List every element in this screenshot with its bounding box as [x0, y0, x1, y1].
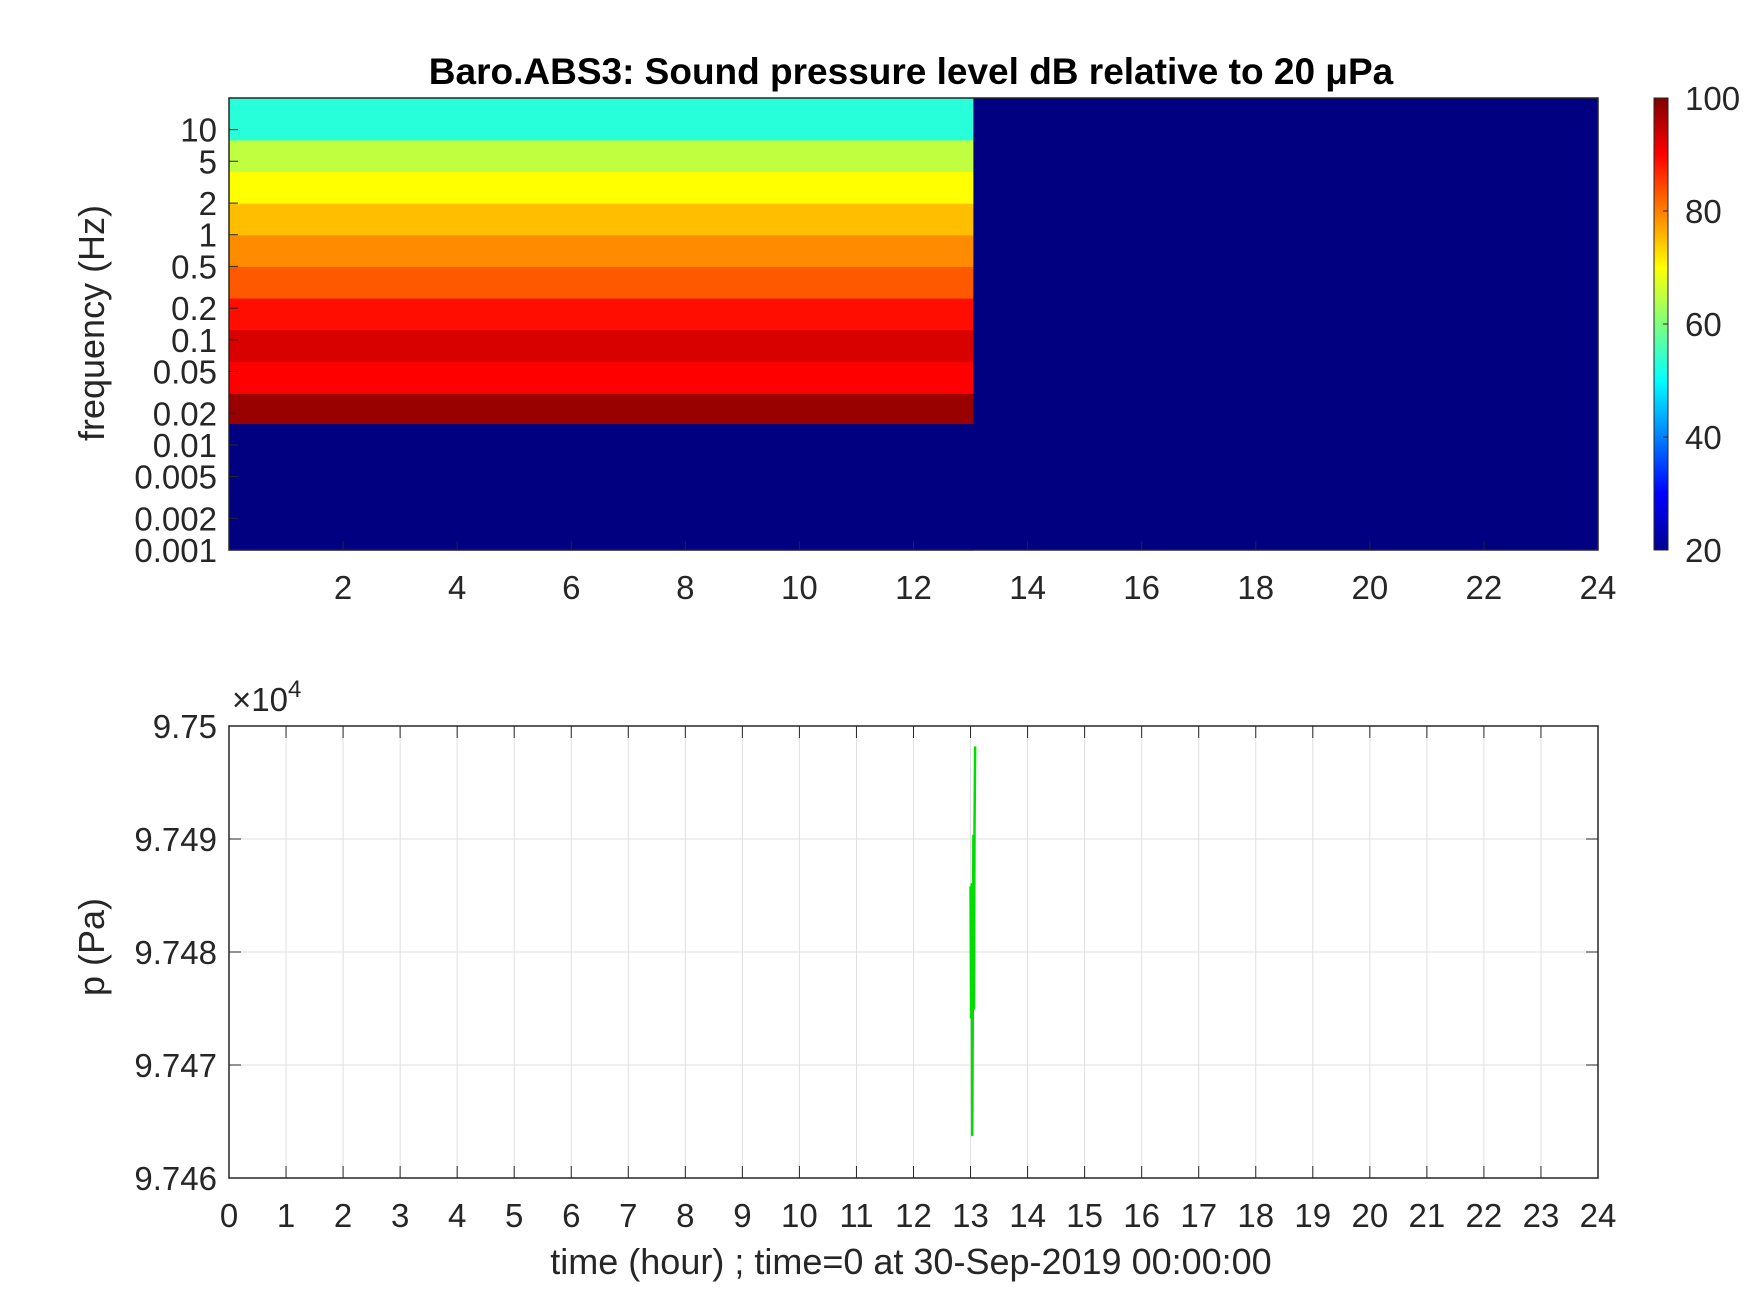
spectrogram-x-tick-label: 2 [334, 569, 352, 606]
pressure-x-tick-label: 24 [1580, 1197, 1617, 1234]
spectrogram-y-tick-label: 0.01 [153, 427, 217, 464]
pressure-ticks: 0 1 2 3 4 5 6 7 8 9 10 11 12 13 14 15 16 17 18 19 20 21 22 23 24… [134, 708, 1616, 1234]
pressure-y-tick-label: 9.75 [153, 708, 217, 745]
pressure-x-tick-label: 19 [1294, 1197, 1331, 1234]
pressure-x-tick-label: 15 [1066, 1197, 1103, 1234]
spectrogram-y-tick-label: 1 [199, 217, 217, 254]
spectrogram-x-tick-label: 24 [1580, 569, 1617, 606]
pressure-x-tick-label: 20 [1351, 1197, 1388, 1234]
spectrogram-x-tick-label: 4 [448, 569, 466, 606]
pressure-x-tick-label: 5 [505, 1197, 523, 1234]
spectrogram-x-tick-label: 18 [1237, 569, 1274, 606]
spectrogram-y-tick-label: 0.001 [134, 532, 217, 569]
pressure-y-tick-label: 9.749 [134, 821, 217, 858]
pressure-y-exponent-power: 4 [288, 676, 301, 703]
pressure-grid [228, 725, 1599, 1179]
spectrogram-x-tick-label: 10 [781, 569, 818, 606]
spectrogram-y-tick-label: 10 [180, 112, 217, 149]
pressure-x-tick-label: 16 [1123, 1197, 1160, 1234]
pressure-y-tick-label: 9.747 [134, 1047, 217, 1084]
pressure-y-exponent-base: ×10 [232, 681, 288, 718]
spectrogram-y-tick-label: 0.2 [171, 290, 217, 327]
spectrogram-y-tick-label: 0.1 [171, 322, 217, 359]
pressure-y-exponent: ×104 [232, 676, 301, 718]
spectrogram-x-tick-label: 16 [1123, 569, 1160, 606]
colorbar-tick-label: 60 [1685, 306, 1722, 343]
pressure-y-tick-label: 9.746 [134, 1160, 217, 1197]
pressure-x-tick-label: 12 [895, 1197, 932, 1234]
spectrogram-band [229, 234, 974, 267]
spectrogram-x-tick-label: 14 [1009, 569, 1046, 606]
colorbar-tick-label: 100 [1685, 80, 1740, 117]
colorbar-tick-label: 80 [1685, 193, 1722, 230]
pressure-x-tick-label: 23 [1523, 1197, 1560, 1234]
spectrogram-x-tick-label: 6 [562, 569, 580, 606]
spectrogram-cells [229, 98, 1598, 551]
pressure-y-tick-label: 9.748 [134, 934, 217, 971]
colorbar-tick-label: 20 [1685, 532, 1722, 569]
pressure-series [969, 746, 977, 1137]
pressure-panel: 0 1 2 3 4 5 6 7 8 9 10 11 12 13 14 15 16 17 18 19 20 21 22 23 24… [71, 676, 1616, 1282]
colorbar-tick-label: 40 [1685, 419, 1722, 456]
spectrogram-y-tick-label: 0.002 [134, 500, 217, 537]
spectrogram-band [229, 98, 974, 141]
spectrogram-title: Baro.ABS3: Sound pressure level dB relat… [429, 51, 1394, 92]
pressure-x-tick-label: 18 [1237, 1197, 1274, 1234]
pressure-x-tick-label: 1 [277, 1197, 295, 1234]
pressure-x-tick-label: 10 [781, 1197, 818, 1234]
spectrogram-y-tick-label: 0.02 [153, 395, 217, 432]
pressure-x-tick-label: 22 [1466, 1197, 1503, 1234]
spectrogram-band [229, 297, 974, 331]
spectrogram-x-ticks: 2 4 6 8 10 12 14 16 18 20 22 24 [334, 541, 1616, 606]
pressure-x-tick-label: 9 [733, 1197, 751, 1234]
colorbar-ticks: 20 40 60 80 100 [1663, 80, 1740, 569]
pressure-x-tick-label: 0 [220, 1197, 238, 1234]
spectrogram-y-tick-label: 0.005 [134, 459, 217, 496]
pressure-x-tick-label: 13 [952, 1197, 989, 1234]
spectrogram-x-tick-label: 12 [895, 569, 932, 606]
spectrogram-y-tick-label: 0.5 [171, 248, 217, 285]
spectrogram-band [229, 171, 974, 204]
spectrogram-x-tick-label: 22 [1466, 569, 1503, 606]
pressure-y-label: p (Pa) [71, 898, 112, 996]
spectrogram-x-tick-label: 8 [676, 569, 694, 606]
spectrogram-x-tick-label: 20 [1351, 569, 1388, 606]
pressure-x-tick-label: 8 [676, 1197, 694, 1234]
spectrogram-band [229, 423, 974, 551]
spectrogram-y-label: frequency (Hz) [71, 205, 112, 441]
spectrogram-y-tick-label: 2 [199, 185, 217, 222]
spectrogram-panel: Baro.ABS3: Sound pressure level dB relat… [71, 51, 1616, 606]
spectrogram-band [229, 361, 974, 394]
spectrogram-y-tick-label: 5 [199, 143, 217, 180]
spectrogram-band [229, 139, 974, 173]
pressure-x-tick-label: 2 [334, 1197, 352, 1234]
colorbar: 20 40 60 80 100 [1653, 80, 1740, 569]
pressure-x-tick-label: 21 [1409, 1197, 1446, 1234]
spectrogram-band [229, 266, 974, 299]
pressure-x-tick-label: 11 [839, 1197, 873, 1234]
pressure-x-label: time (hour) ; time=0 at 30-Sep-2019 00:0… [550, 1241, 1271, 1282]
pressure-x-tick-label: 17 [1180, 1197, 1217, 1234]
pressure-series-line [969, 746, 977, 1137]
spectrogram-band [229, 393, 974, 425]
spectrogram-band [229, 203, 974, 236]
pressure-x-tick-label: 7 [619, 1197, 637, 1234]
spectrogram-y-tick-label: 0.05 [153, 353, 217, 390]
pressure-x-tick-label: 3 [391, 1197, 409, 1234]
pressure-x-tick-label: 6 [562, 1197, 580, 1234]
pressure-x-tick-label: 4 [448, 1197, 466, 1234]
spectrogram-band [229, 329, 974, 363]
pressure-x-tick-label: 14 [1009, 1197, 1046, 1234]
